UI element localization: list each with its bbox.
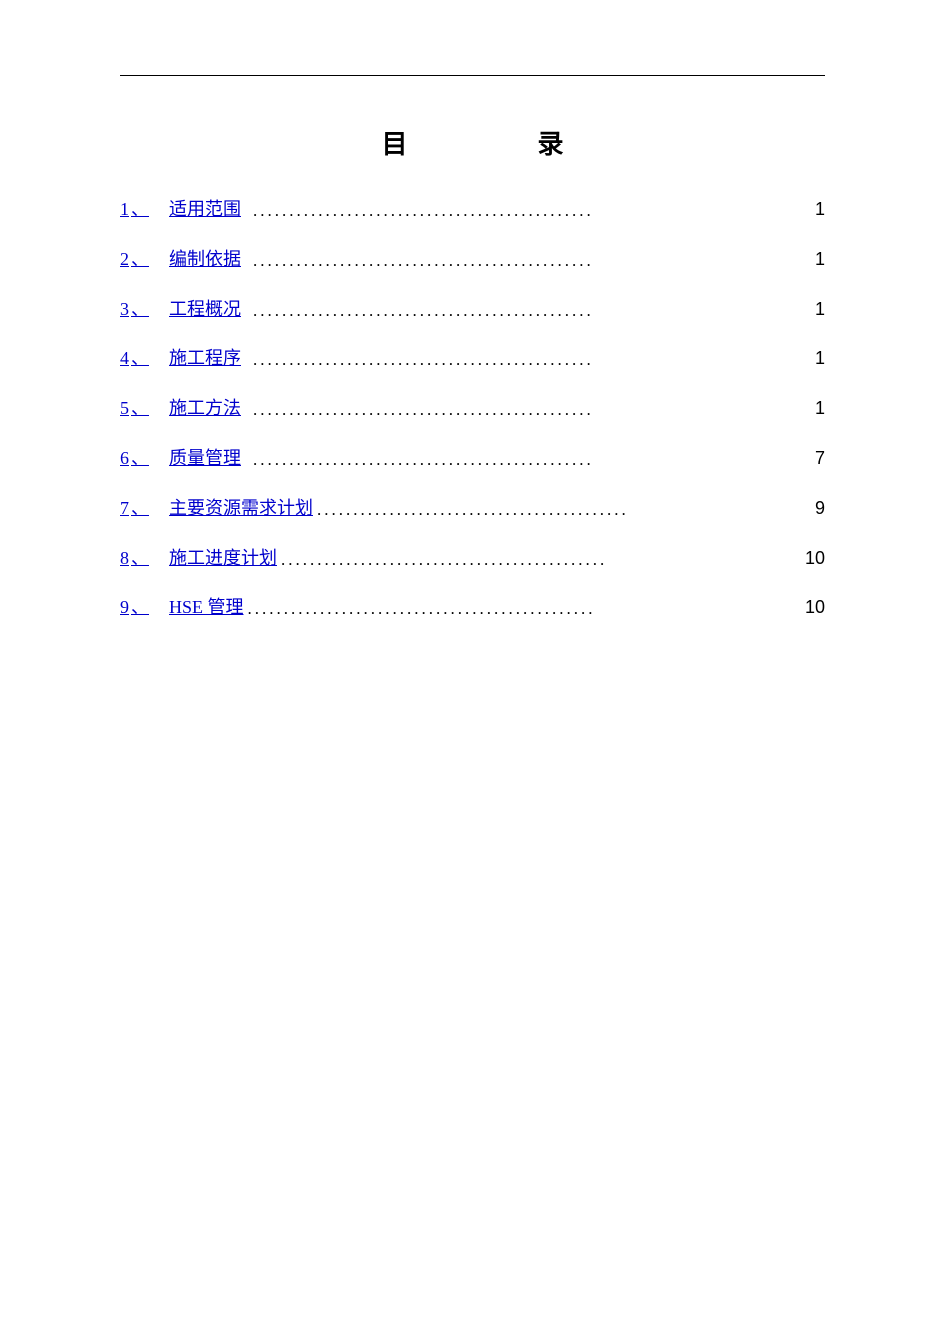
toc-link-9[interactable]: 9、 HSE 管理 [120,593,244,622]
toc-number: 9 [120,597,129,617]
toc-leader-dots: ........................................… [249,247,801,274]
toc-entry: 7、主要资源需求计划 .............................… [120,494,825,523]
page-title: 目录 [120,124,825,161]
toc-leader-dots: ........................................… [249,446,801,473]
toc-label: 适用范围 [169,199,241,219]
toc-separator: 、 [131,348,149,368]
toc-number: 4 [120,348,129,368]
toc-entry: 9、 HSE 管理 ...............................… [120,593,825,622]
toc-label: 施工方法 [169,398,241,418]
toc-entry: 1、适用范围 .................................… [120,195,825,224]
toc-entry: 5、施工方法 .................................… [120,394,825,423]
toc-page-number: 1 [801,344,825,373]
toc-label: 质量管理 [169,448,241,468]
toc-separator: 、 [131,448,149,468]
toc-link-6[interactable]: 6、质量管理 [120,444,241,473]
toc-label: 施工进度计划 [169,548,277,568]
toc-page-number: 1 [801,295,825,324]
toc-separator: 、 [131,199,149,219]
toc-link-4[interactable]: 4、施工程序 [120,344,241,373]
toc-link-1[interactable]: 1、适用范围 [120,195,241,224]
toc-link-7[interactable]: 7、主要资源需求计划 [120,494,313,523]
title-char-1: 目 [381,124,407,161]
toc-page-number: 10 [799,544,825,573]
toc-page-number: 1 [801,195,825,224]
toc-list: 1、适用范围 .................................… [120,195,825,622]
toc-separator: 、 [131,548,149,568]
toc-leader-dots: ........................................… [277,546,799,573]
toc-label: 工程概况 [169,299,241,319]
toc-number: 8 [120,548,129,568]
toc-number: 6 [120,448,129,468]
toc-page-number: 10 [799,593,825,622]
toc-leader-dots: ........................................… [249,297,801,324]
toc-entry: 3、工程概况 .................................… [120,295,825,324]
toc-separator: 、 [131,249,149,269]
toc-entry: 8、施工进度计划 ...............................… [120,544,825,573]
toc-label: 施工程序 [169,348,241,368]
toc-separator: 、 [131,398,149,418]
toc-number: 5 [120,398,129,418]
toc-link-2[interactable]: 2、编制依据 [120,245,241,274]
toc-number: 3 [120,299,129,319]
toc-label: 主要资源需求计划 [169,498,313,518]
toc-page-number: 1 [801,245,825,274]
toc-separator: 、 [131,498,149,518]
toc-link-8[interactable]: 8、施工进度计划 [120,544,277,573]
page-container: 目录 1、适用范围 ..............................… [0,0,945,1337]
toc-leader-dots: ........................................… [249,346,801,373]
toc-number: 2 [120,249,129,269]
toc-entry: 4、施工程序 .................................… [120,344,825,373]
toc-separator: 、 [131,597,149,617]
toc-page-number: 1 [801,394,825,423]
toc-link-3[interactable]: 3、工程概况 [120,295,241,324]
toc-separator: 、 [131,299,149,319]
toc-page-number: 9 [801,494,825,523]
toc-label: HSE 管理 [169,597,244,617]
title-char-2: 录 [538,130,564,159]
toc-entry: 6、质量管理 .................................… [120,444,825,473]
toc-link-5[interactable]: 5、施工方法 [120,394,241,423]
toc-entry: 2、编制依据 .................................… [120,245,825,274]
toc-number: 1 [120,199,129,219]
toc-leader-dots: ........................................… [249,197,801,224]
toc-page-number: 7 [801,444,825,473]
toc-leader-dots: ........................................… [244,595,799,622]
header-rule [120,75,825,76]
toc-leader-dots: ........................................… [249,396,801,423]
toc-leader-dots: ........................................… [313,496,801,523]
toc-label: 编制依据 [169,249,241,269]
toc-number: 7 [120,498,129,518]
